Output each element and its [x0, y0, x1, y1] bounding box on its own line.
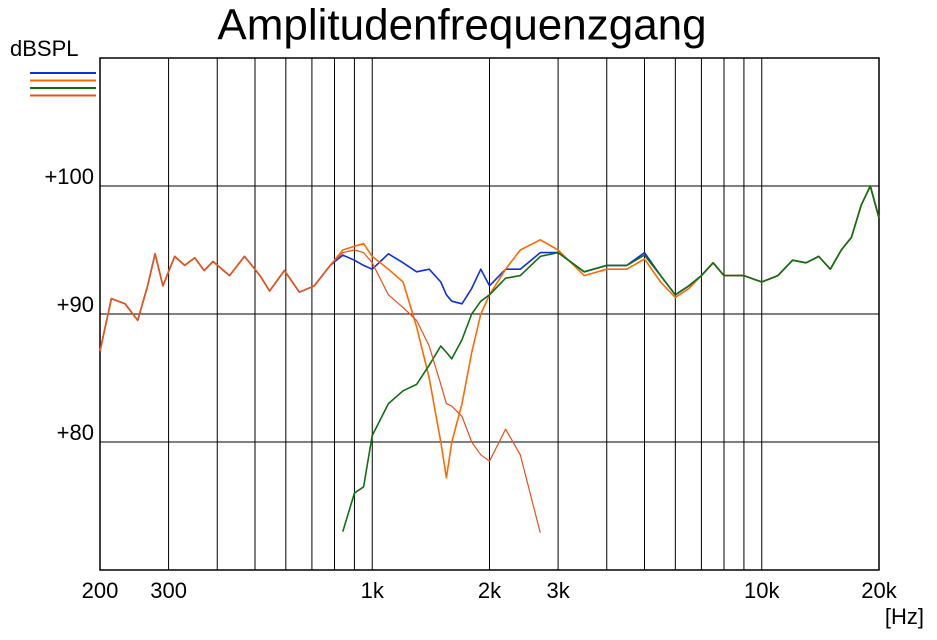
- y-axis-label: dBSPL: [10, 36, 79, 61]
- plot-border: [99, 57, 880, 571]
- x-tick-label: 300: [150, 578, 187, 603]
- chart-title: Amplitudenfrequenzgang: [217, 1, 706, 50]
- x-tick-label: 2k: [478, 578, 502, 603]
- x-tick-label: 3k: [546, 578, 570, 603]
- x-tick-label: 200: [82, 578, 119, 603]
- y-tick-label: +80: [57, 420, 94, 445]
- y-tick-label: +100: [44, 164, 94, 189]
- x-axis-label: [Hz]: [885, 604, 924, 629]
- y-tick-label: +90: [57, 292, 94, 317]
- x-tick-label: 10k: [744, 578, 780, 603]
- series-line: [342, 185, 880, 532]
- series-line: [99, 249, 541, 534]
- x-tick-label: 1k: [361, 578, 385, 603]
- x-tick-label: 20k: [861, 578, 897, 603]
